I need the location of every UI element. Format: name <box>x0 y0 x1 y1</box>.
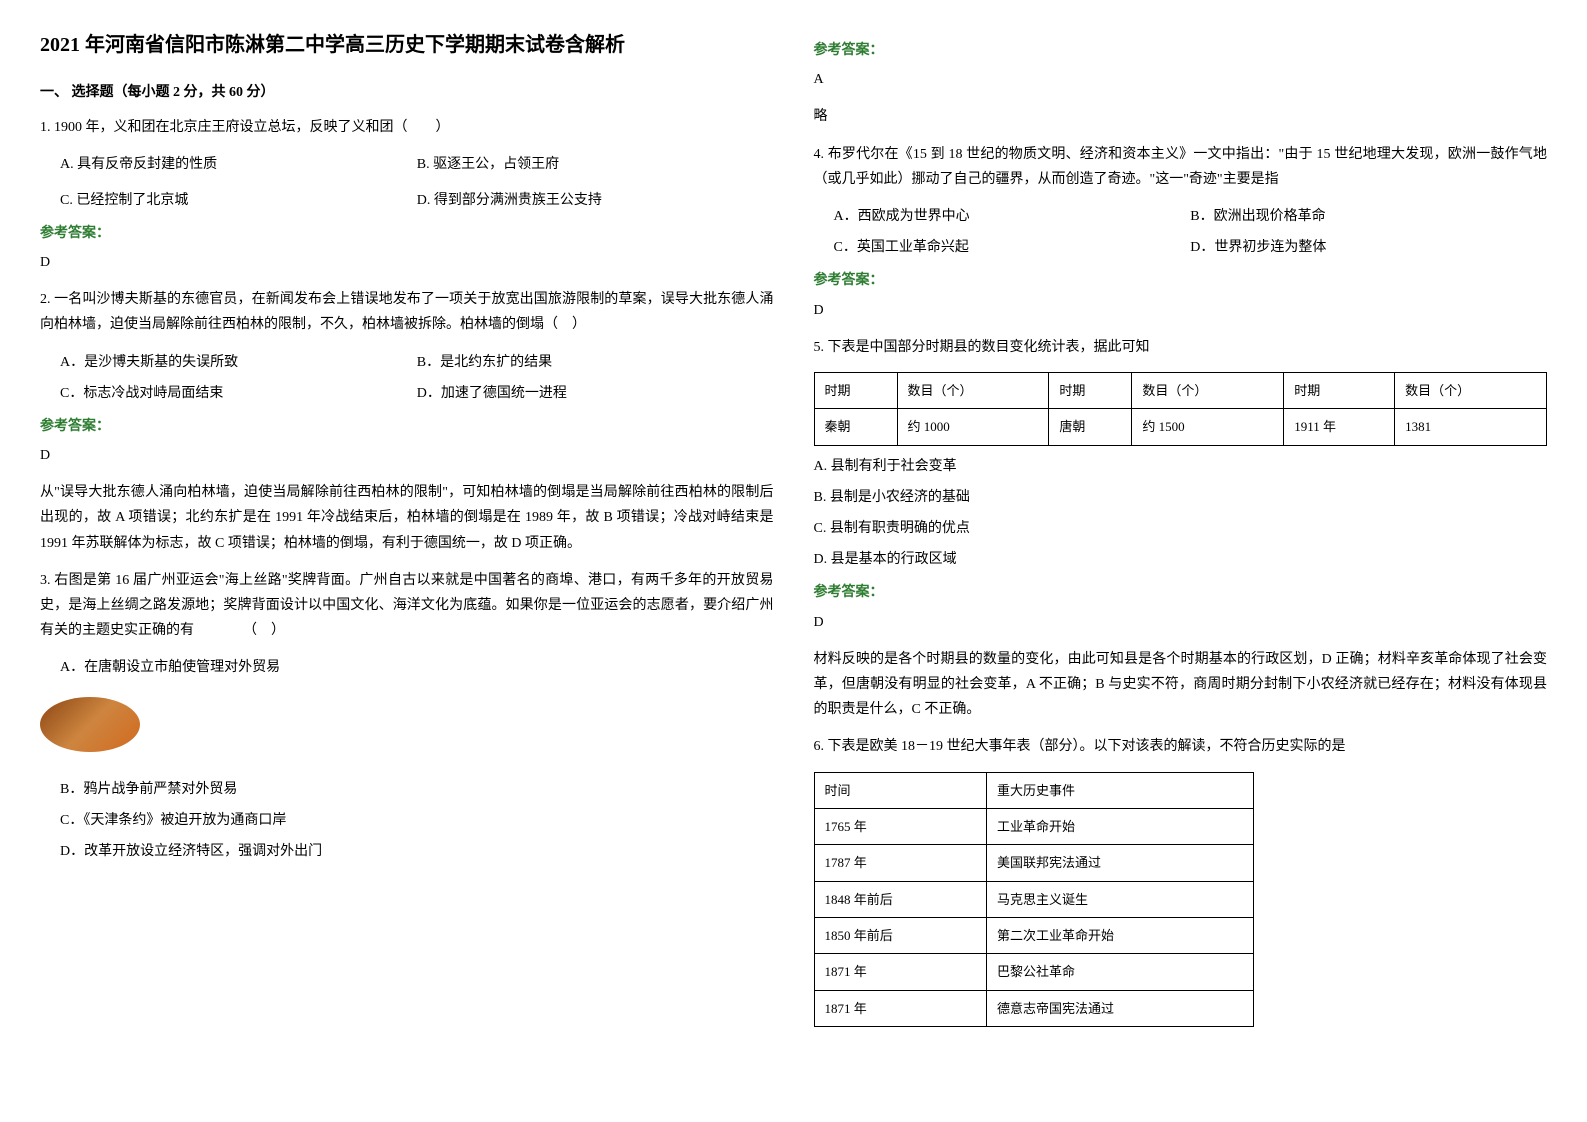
q2-options: A．是沙博夫斯基的失误所致 B．是北约东扩的结果 C．标志冷战对峙局面结束 D．… <box>60 350 774 406</box>
q6-r1-c1: 美国联邦宪法通过 <box>986 845 1253 881</box>
q5-th-2: 时期 <box>1049 372 1132 408</box>
q4-option-b: B．欧洲出现价格革命 <box>1190 204 1547 229</box>
q6-r0-c1: 工业革命开始 <box>986 808 1253 844</box>
medal-image <box>40 697 140 752</box>
q3-note: 略 <box>814 104 1548 129</box>
q5-explanation: 材料反映的是各个时期县的数量的变化，由此可知县是各个时期基本的行政区划，D 正确… <box>814 647 1548 723</box>
q5-answer: D <box>814 610 1548 635</box>
q4-option-c: C．英国工业革命兴起 <box>834 235 1191 260</box>
right-column: 参考答案： A 略 4. 布罗代尔在《15 到 18 世纪的物质文明、经济和资本… <box>814 30 1548 1035</box>
question-5: 5. 下表是中国部分时期县的数目变化统计表，据此可知 <box>814 335 1548 360</box>
answer-label: 参考答案： <box>40 221 774 246</box>
q2-answer: D <box>40 443 774 468</box>
q3-option-c: C．《天津条约》被迫开放为通商口岸 <box>60 808 774 833</box>
q5-table: 时期 数目（个） 时期 数目（个） 时期 数目（个） 秦朝 约 1000 唐朝 … <box>814 372 1548 446</box>
q6-r2-c1: 马克思主义诞生 <box>986 881 1253 917</box>
q5-th-4: 时期 <box>1284 372 1395 408</box>
question-2: 2. 一名叫沙博夫斯基的东德官员，在新闻发布会上错误地发布了一项关于放宽出国旅游… <box>40 287 774 337</box>
q6-r5-c1: 德意志帝国宪法通过 <box>986 990 1253 1026</box>
q2-explanation: 从"误导大批东德人涌向柏林墙，迫使当局解除前往西柏林的限制"，可知柏林墙的倒塌是… <box>40 480 774 556</box>
q5-option-a: A. 县制有利于社会变革 <box>814 454 1548 479</box>
question-4: 4. 布罗代尔在《15 到 18 世纪的物质文明、经济和资本主义》一文中指出："… <box>814 142 1548 192</box>
q2-option-a: A．是沙博夫斯基的失误所致 <box>60 350 417 375</box>
q1-options: A. 具有反帝反封建的性质 B. 驱逐王公，占领王府 C. 已经控制了北京城 D… <box>60 152 774 212</box>
q5-th-5: 数目（个） <box>1395 372 1547 408</box>
left-column: 2021 年河南省信阳市陈淋第二中学高三历史下学期期末试卷含解析 一、 选择题（… <box>40 30 774 1035</box>
q4-option-a: A．西欧成为世界中心 <box>834 204 1191 229</box>
q5-td-3: 约 1500 <box>1132 409 1284 445</box>
q6-r1-c0: 1787 年 <box>814 845 986 881</box>
q1-option-c: C. 已经控制了北京城 <box>60 188 417 213</box>
q6-r5-c0: 1871 年 <box>814 990 986 1026</box>
q5-th-0: 时期 <box>814 372 897 408</box>
q1-option-a: A. 具有反帝反封建的性质 <box>60 152 417 177</box>
q6-r2-c0: 1848 年前后 <box>814 881 986 917</box>
q4-option-d: D．世界初步连为整体 <box>1190 235 1547 260</box>
q6-r0-c0: 1765 年 <box>814 808 986 844</box>
question-6: 6. 下表是欧美 18－19 世纪大事年表（部分）。以下对该表的解读，不符合历史… <box>814 734 1548 759</box>
q5-option-b: B. 县制是小农经济的基础 <box>814 485 1548 510</box>
q2-option-d: D．加速了德国统一进程 <box>417 381 774 406</box>
q4-answer: D <box>814 298 1548 323</box>
q3-option-d: D．改革开放设立经济特区，强调对外出门 <box>60 839 774 864</box>
q6-r4-c0: 1871 年 <box>814 954 986 990</box>
q5-th-3: 数目（个） <box>1132 372 1284 408</box>
q5-td-5: 1381 <box>1395 409 1547 445</box>
q5-option-d: D. 县是基本的行政区域 <box>814 547 1548 572</box>
q4-options: A．西欧成为世界中心 B．欧洲出现价格革命 C．英国工业革命兴起 D．世界初步连… <box>834 204 1548 260</box>
q5-th-1: 数目（个） <box>897 372 1049 408</box>
q6-table: 时间 重大历史事件 1765 年 工业革命开始 1787 年 美国联邦宪法通过 … <box>814 772 1254 1028</box>
section-header: 一、 选择题（每小题 2 分，共 60 分） <box>40 80 774 105</box>
q5-td-1: 约 1000 <box>897 409 1049 445</box>
question-1: 1. 1900 年，义和团在北京庄王府设立总坛，反映了义和团（ ） <box>40 115 774 140</box>
q6-th-0: 时间 <box>814 772 986 808</box>
answer-label: 参考答案： <box>814 268 1548 293</box>
q5-td-0: 秦朝 <box>814 409 897 445</box>
answer-label: 参考答案： <box>814 580 1548 605</box>
q1-option-d: D. 得到部分满洲贵族王公支持 <box>417 188 774 213</box>
q3-option-b: B．鸦片战争前严禁对外贸易 <box>60 777 774 802</box>
q3-option-a: A．在唐朝设立市舶使管理对外贸易 <box>60 655 774 680</box>
question-3: 3. 右图是第 16 届广州亚运会"海上丝路"奖牌背面。广州自古以来就是中国著名… <box>40 568 774 644</box>
q6-r4-c1: 巴黎公社革命 <box>986 954 1253 990</box>
q5-td-2: 唐朝 <box>1049 409 1132 445</box>
q5-td-4: 1911 年 <box>1284 409 1395 445</box>
q5-option-c: C. 县制有职责明确的优点 <box>814 516 1548 541</box>
q3-answer: A <box>814 67 1548 92</box>
q1-answer: D <box>40 250 774 275</box>
q6-r3-c1: 第二次工业革命开始 <box>986 918 1253 954</box>
answer-label: 参考答案： <box>814 38 1548 63</box>
q6-th-1: 重大历史事件 <box>986 772 1253 808</box>
q6-r3-c0: 1850 年前后 <box>814 918 986 954</box>
answer-label: 参考答案： <box>40 414 774 439</box>
q2-option-c: C．标志冷战对峙局面结束 <box>60 381 417 406</box>
q2-option-b: B．是北约东扩的结果 <box>417 350 774 375</box>
document-title: 2021 年河南省信阳市陈淋第二中学高三历史下学期期末试卷含解析 <box>40 30 774 60</box>
q1-option-b: B. 驱逐王公，占领王府 <box>417 152 774 177</box>
